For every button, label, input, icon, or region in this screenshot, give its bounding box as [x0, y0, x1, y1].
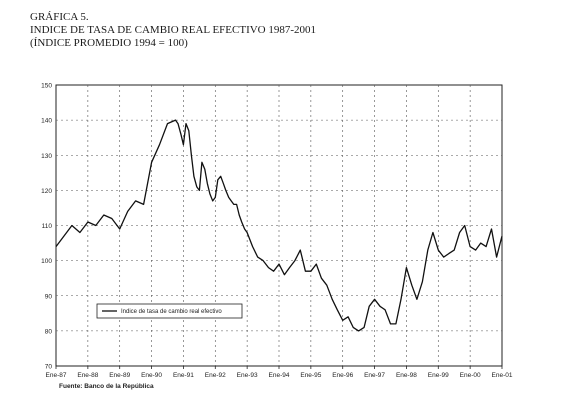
series-line	[55, 119, 503, 332]
x-tick-label: Ene-97	[364, 372, 385, 379]
y-tick-label: 150	[41, 83, 52, 90]
x-tick-label: Ene-90	[141, 372, 162, 379]
chart-title: INDICE DE TASA DE CAMBIO REAL EFECTIVO 1…	[30, 24, 317, 36]
x-tick-label: Ene-92	[205, 372, 226, 379]
y-tick-label: 110	[42, 223, 53, 230]
x-tick-label: Ene-89	[109, 372, 130, 379]
figure-number: GRÁFICA 5.	[30, 11, 89, 23]
y-tick-label: 70	[45, 364, 53, 371]
legend-label: Indice de tasa de cambio real efectivo	[121, 309, 222, 315]
y-tick-label: 90	[45, 293, 53, 300]
x-tick-label: Ene-98	[396, 372, 417, 379]
y-tick-label: 100	[41, 258, 52, 265]
y-tick-label: 130	[41, 153, 52, 160]
x-tick-label: Ene-93	[237, 372, 258, 379]
source-note: Fuente: Banco de la República	[59, 383, 154, 390]
x-tick-label: Ene-94	[269, 372, 290, 379]
x-tick-label: Ene-87	[46, 372, 67, 379]
x-tick-label: Ene-91	[173, 372, 194, 379]
chart-heading: GRÁFICA 5. INDICE DE TASA DE CAMBIO REAL…	[30, 11, 316, 50]
y-tick-label: 120	[41, 188, 52, 195]
y-tick-label: 140	[41, 118, 52, 125]
x-tick-label: Ene-96	[332, 372, 353, 379]
x-tick-label: Ene-00	[460, 372, 481, 379]
x-tick-label: Ene-01	[492, 372, 513, 379]
x-tick-label: Ene-99	[428, 372, 449, 379]
x-tick-label: Ene-95	[300, 372, 321, 379]
chart-subtitle: (ÍNDICE PROMEDIO 1994 = 100)	[30, 37, 188, 49]
y-tick-label: 80	[45, 328, 53, 335]
legend-box	[96, 303, 243, 319]
x-tick-label: Ene-88	[77, 372, 98, 379]
